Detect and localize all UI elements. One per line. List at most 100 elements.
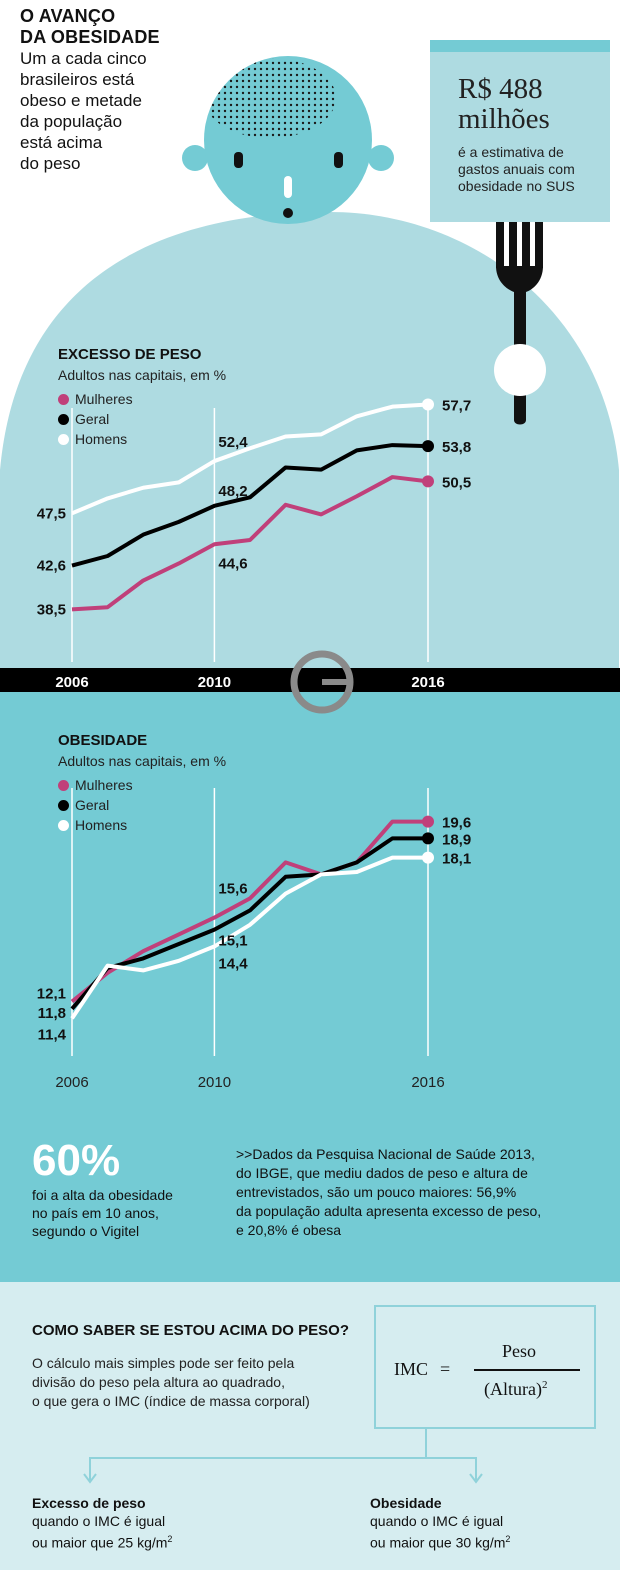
cost-callout-bar <box>430 40 610 52</box>
chart2-label-homens-2006: 11,4 <box>38 1026 67 1043</box>
chart2-label-mulheres-2010: 15,6 <box>218 881 247 898</box>
cost-value: R$ 488 milhões <box>458 74 550 134</box>
cost-value-line-1: R$ 488 <box>458 73 543 105</box>
class-obesidade-line-2: ou maior que 30 kg/m2 <box>370 1530 510 1552</box>
chart2-label-geral-2010: 15,1 <box>218 933 247 950</box>
formula-denominator: (Altura)2 <box>484 1379 547 1400</box>
chart2-endpoint-mulheres <box>422 815 434 828</box>
chart2-label-mulheres-2006: 12,1 <box>37 986 66 1003</box>
class-excesso: Excesso de peso quando o IMC é igual ou … <box>32 1494 172 1552</box>
stat-desc-line-2: no país em 10 anos, <box>32 1205 159 1221</box>
subtitle-line-5: está acima <box>20 133 103 152</box>
imc-description: O cálculo mais simples pode ser feito pe… <box>32 1354 362 1411</box>
nose <box>284 176 292 198</box>
cost-desc-line-2: gastos anuais com <box>458 161 575 177</box>
chart1-label-mulheres-2016: 50,5 <box>442 474 471 491</box>
formula-denominator-exp: 2 <box>541 1379 548 1391</box>
obesity-panel-bg <box>0 690 620 1282</box>
imc-desc-line-2: divisão do peso pela altura ao quadrado, <box>32 1374 285 1390</box>
imc-desc-line-3: o que gera o IMC (índice de massa corpor… <box>32 1393 310 1409</box>
legend-homens-label: Homens <box>75 431 128 447</box>
chart1-tick-2016: 2016 <box>411 674 444 690</box>
stat-desc-line-3: segundo o Vigitel <box>32 1223 140 1239</box>
note-line-1: >>Dados da Pesquisa Nacional de Saúde 20… <box>236 1146 535 1162</box>
chart1-label-geral-2010: 48,2 <box>218 483 247 500</box>
chart1-label-homens-2006: 47,5 <box>37 505 66 522</box>
belt <box>0 668 620 692</box>
chart2-line-homens <box>70 855 428 1020</box>
left-ear <box>182 145 208 171</box>
cost-value-line-2: milhões <box>458 103 550 135</box>
chart2-endpoint-homens <box>422 851 434 864</box>
chart-excesso-header: EXCESSO DE PESO Adultos nas capitais, em… <box>58 346 226 449</box>
chart1-tick-2010: 2010 <box>198 674 231 690</box>
note-line-2: do IBGE, que mediu dados de peso e altur… <box>236 1165 528 1181</box>
arrow-left-icon <box>83 1473 97 1484</box>
stat-desc-line-1: foi a alta da obesidade <box>32 1187 173 1203</box>
chart1-line-mulheres <box>71 475 429 612</box>
class-excesso-label: Excesso de peso <box>32 1495 146 1511</box>
chart2-label-mulheres-2016: 19,6 <box>442 815 471 832</box>
imc-desc-line-1: O cálculo mais simples pode ser feito pe… <box>32 1355 295 1371</box>
class-obesidade-exp: 2 <box>505 1534 511 1544</box>
chart1-label-homens-2010: 52,4 <box>218 434 248 451</box>
fork-icon <box>494 222 546 425</box>
subtitle-line-3: obeso e metade <box>20 91 142 110</box>
chart-obesidade-legend: Mulheres Geral Homens <box>58 775 226 835</box>
chart1-label-mulheres-2006: 38,5 <box>37 601 66 618</box>
pns-note: >>Dados da Pesquisa Nacional de Saúde 20… <box>236 1145 596 1240</box>
chart2-label-homens-2016: 18,1 <box>442 851 471 868</box>
legend-mulheres-dot <box>58 393 69 405</box>
chart2-label-geral-2016: 18,9 <box>442 831 471 848</box>
class-excesso-line-2: ou maior que 25 kg/m2 <box>32 1530 172 1552</box>
class-excesso-exp: 2 <box>167 1534 173 1544</box>
cost-description: é a estimativa de gastos anuais com obes… <box>458 144 603 195</box>
cost-desc-line-1: é a estimativa de <box>458 144 564 160</box>
chart-excesso-legend: Mulheres Geral Homens <box>58 389 226 449</box>
imc-heading: COMO SABER SE ESTOU ACIMA DO PESO? <box>32 1322 349 1339</box>
chart2-line-geral <box>70 836 428 1011</box>
formula-equals: = <box>440 1359 451 1379</box>
legend2-mulheres: Mulheres <box>58 775 226 795</box>
header: O AVANÇO DA OBESIDADE Um a cada cinco br… <box>20 6 220 174</box>
chart-excesso-de-peso: 47,5 42,6 38,5 52,4 48,2 44,6 57,7 53,8 50,5 2006… <box>37 398 471 690</box>
legend-mulheres: Mulheres <box>58 389 226 409</box>
chart1-endpoint-geral <box>422 440 434 453</box>
chart1-endpoint-homens <box>422 398 434 411</box>
legend-mulheres-label: Mulheres <box>75 391 133 407</box>
chart2-tick-2016: 2016 <box>411 1074 444 1091</box>
imc-formula-box: IMC = Peso (Altura)2 <box>374 1305 596 1429</box>
chart2-endpoint-geral <box>422 832 434 845</box>
left-eye <box>234 152 243 168</box>
subtitle-line-1: Um a cada cinco <box>20 49 147 68</box>
hair-pattern <box>204 58 336 138</box>
class-obesidade-line-1: quando o IMC é igual <box>370 1513 504 1529</box>
mouth <box>283 208 293 218</box>
chart-excesso-subtitle: Adultos nas capitais, em % <box>58 367 227 383</box>
subtitle-line-4: da população <box>20 112 123 131</box>
legend2-geral-dot <box>58 799 69 811</box>
chart2-line-mulheres <box>70 819 428 1004</box>
chart-obesidade-header: OBESIDADE Adultos nas capitais, em % Mul… <box>58 732 226 835</box>
chart2-tick-2010: 2010 <box>198 1074 231 1091</box>
legend-geral-dot <box>58 413 69 425</box>
legend-homens: Homens <box>58 429 226 449</box>
imc-panel-bg <box>0 1282 620 1570</box>
connector-left <box>89 1428 427 1480</box>
chart2-label-geral-2006: 11,8 <box>38 1005 66 1022</box>
legend2-homens: Homens <box>58 815 226 835</box>
body-shape <box>0 212 619 690</box>
chart1-label-geral-2016: 53,8 <box>442 439 471 456</box>
class-obesidade-label: Obesidade <box>370 1495 442 1511</box>
formula-numerator: Peso <box>502 1341 537 1361</box>
right-eye <box>334 152 343 168</box>
class-excesso-line-2-text: ou maior que 25 kg/m <box>32 1534 168 1551</box>
legend2-homens-label: Homens <box>75 817 128 833</box>
legend2-geral: Geral <box>58 795 226 815</box>
note-line-5: e 20,8% é obesa <box>236 1222 342 1238</box>
class-obesidade-line-2-text: ou maior que 30 kg/m <box>370 1534 506 1551</box>
legend-geral: Geral <box>58 409 226 429</box>
connector-right <box>426 1457 477 1480</box>
chart-obesidade-title: OBESIDADE <box>58 732 148 749</box>
